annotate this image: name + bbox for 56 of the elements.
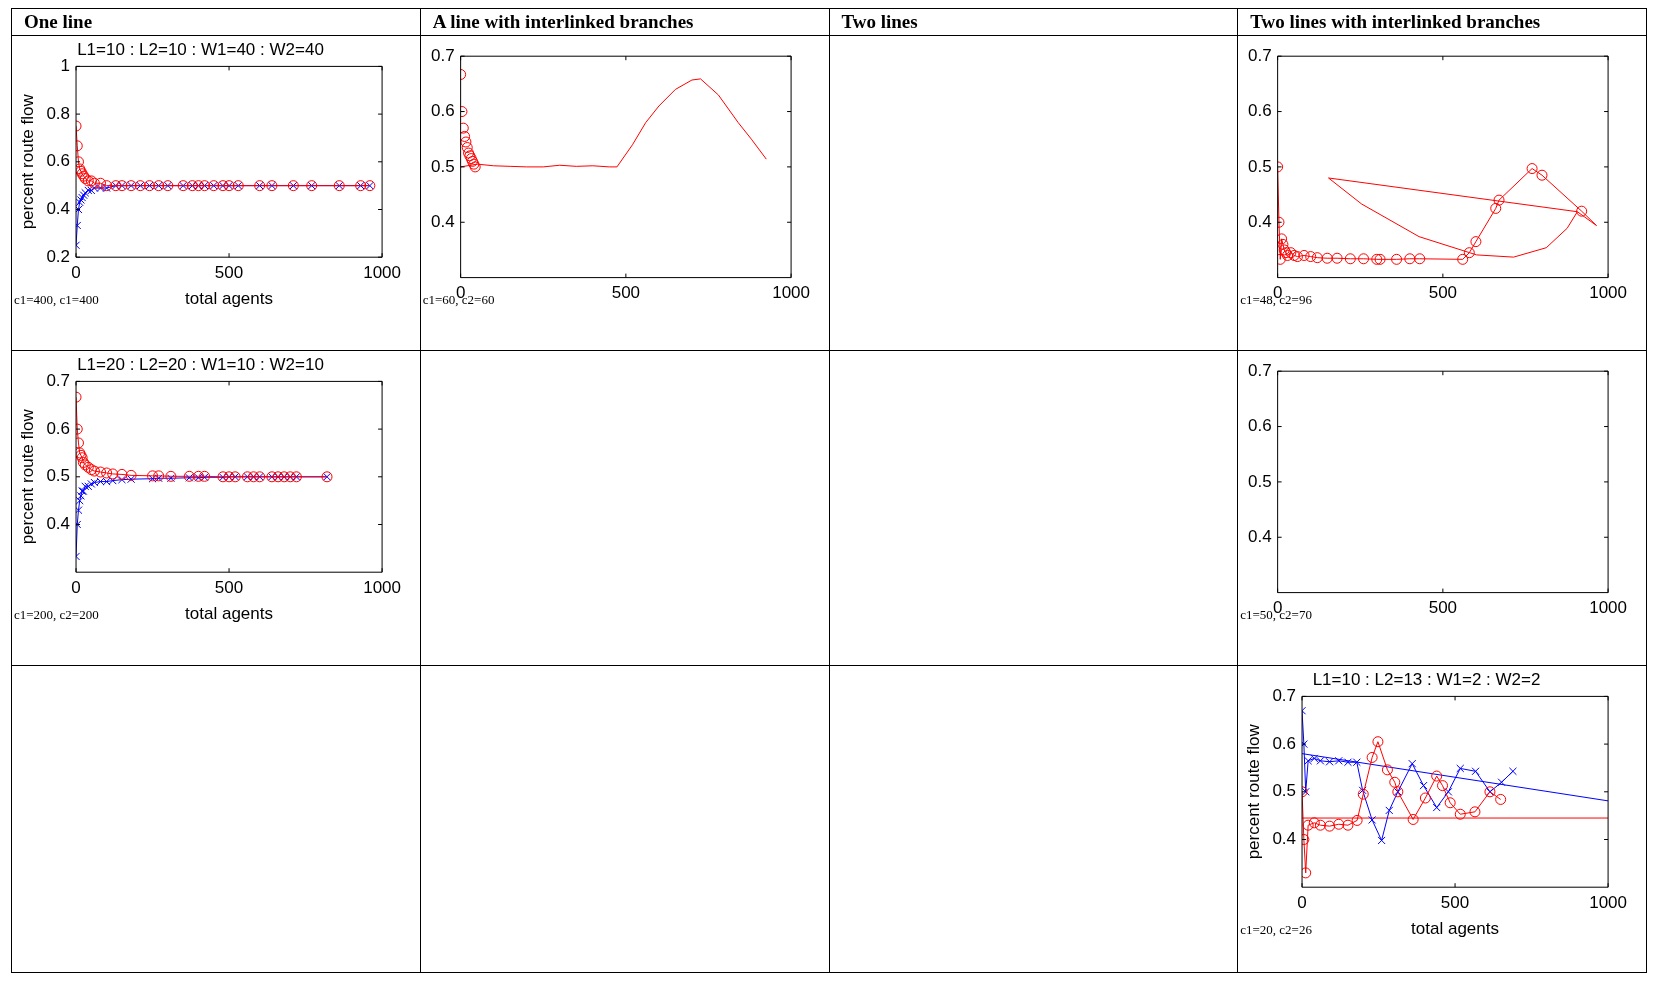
y-tick-label: 0.4 xyxy=(46,199,71,219)
x-tick-label: 1000 xyxy=(363,578,401,598)
y-tick-label: 0.5 xyxy=(430,156,455,176)
text: Two lines xyxy=(829,8,1238,36)
y-tick-label: 0.5 xyxy=(1272,781,1297,801)
y-tick-label: 0.6 xyxy=(1248,416,1272,436)
y-tick-label: 0.4 xyxy=(46,514,71,534)
y-tick-label: 0.7 xyxy=(1248,45,1272,65)
y-tick-label: 0.6 xyxy=(46,418,71,438)
chart-title: L1=20 : L2=20 : W1=10 : W2=10 xyxy=(77,354,324,374)
y-tick-label: 0.6 xyxy=(1248,101,1272,121)
y-tick-label: 0.4 xyxy=(1272,829,1297,849)
y-axis-title: percent route flow xyxy=(1244,723,1264,860)
x-axis-title: total agents xyxy=(185,604,274,624)
y-tick-label: 0.5 xyxy=(1248,471,1272,491)
y-tick-label: 1 xyxy=(60,56,71,76)
x-tick-label: 500 xyxy=(1428,598,1458,618)
x-tick-label: 1000 xyxy=(1589,283,1628,303)
chart-title: L1=10 : L2=10 : W1=40 : W2=40 xyxy=(77,39,324,59)
x-tick-label: 500 xyxy=(1428,283,1458,303)
y-tick-label: 0.6 xyxy=(46,151,71,171)
x-axis-title: total agents xyxy=(185,289,274,309)
text: c1=400, c1=400 xyxy=(14,292,99,308)
text: A line with interlinked branches xyxy=(420,8,829,36)
y-axis-title: percent route flow xyxy=(17,93,37,230)
y-tick-label: 0.6 xyxy=(1272,733,1297,753)
y-tick-label: 0.8 xyxy=(46,103,71,123)
x-tick-label: 1000 xyxy=(1589,598,1628,618)
x-tick-label: 1000 xyxy=(1589,893,1628,913)
y-tick-label: 0.7 xyxy=(1248,360,1272,380)
x-tick-label: 500 xyxy=(1441,893,1470,913)
y-tick-label: 0.5 xyxy=(1248,156,1272,176)
y-tick-label: 0.7 xyxy=(46,371,71,391)
y-tick-label: 0.4 xyxy=(1248,211,1272,231)
x-tick-label: 1000 xyxy=(771,283,810,303)
y-tick-label: 0.2 xyxy=(46,246,71,266)
y-axis-title: percent route flow xyxy=(17,408,37,545)
x-tick-label: 1000 xyxy=(363,263,401,283)
x-tick-label: 500 xyxy=(214,263,244,283)
text: c1=200, c2=200 xyxy=(14,607,99,623)
y-tick-label: 0.7 xyxy=(1272,686,1297,706)
y-tick-label: 0.5 xyxy=(46,466,71,486)
x-tick-label: 0 xyxy=(71,578,81,598)
text: One line xyxy=(11,8,421,36)
y-tick-label: 0.4 xyxy=(1248,526,1272,546)
text: c1=20, c2=26 xyxy=(1240,922,1312,938)
x-tick-label: 500 xyxy=(214,578,244,598)
chart-title: L1=10 : L2=13 : W1=2 : W2=2 xyxy=(1312,669,1541,689)
y-tick-label: 0.6 xyxy=(430,101,455,121)
text: Two lines with interlinked branches xyxy=(1237,8,1647,36)
y-tick-label: 0.4 xyxy=(430,211,455,231)
x-tick-label: 0 xyxy=(1297,893,1308,913)
y-tick-label: 0.7 xyxy=(430,45,455,65)
x-tick-label: 500 xyxy=(611,283,640,303)
x-axis-title: total agents xyxy=(1411,919,1500,939)
x-tick-label: 0 xyxy=(71,263,81,283)
